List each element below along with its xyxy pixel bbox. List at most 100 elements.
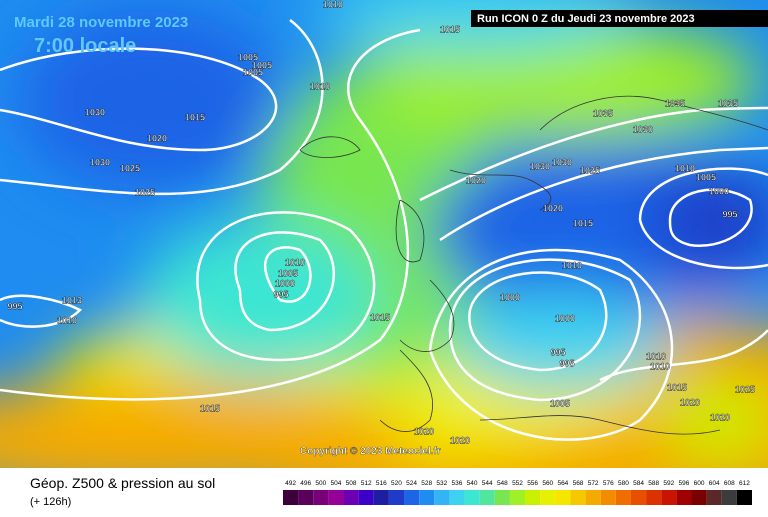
scale-cell [404, 490, 420, 505]
isobar-label: 1005 [696, 172, 716, 182]
scale-cell [283, 490, 299, 505]
scale-cell [343, 490, 359, 505]
scale-cell [388, 490, 405, 505]
isobar-label: 1000 [555, 313, 575, 323]
scale-cell [373, 490, 389, 505]
copyright: Copyright © 2023 Meteociel.fr [300, 446, 441, 457]
scale-label: 552 [512, 480, 523, 487]
isobar-label: 1020 [466, 175, 486, 185]
scale-cell [328, 490, 344, 505]
isobar-label: 1010 [562, 260, 582, 270]
scale-cell [600, 490, 616, 505]
isobar-label: 1000 [500, 292, 520, 302]
scale-label: 556 [527, 480, 538, 487]
isobar-label: 1005 [238, 52, 258, 62]
scale-label: 500 [315, 480, 326, 487]
isobar-label: 1030 [633, 124, 653, 134]
isobars [0, 19, 768, 441]
isobar-label: 1030 [530, 161, 550, 171]
scale-cell [419, 490, 435, 505]
scale-label: 532 [436, 480, 447, 487]
isobar-label: 1015 [370, 312, 390, 322]
isobar-label: 995 [273, 289, 288, 299]
scale-label: 504 [331, 480, 342, 487]
isobar-label: 1010 [675, 163, 695, 173]
date: Mardi 28 novembre 2023 [14, 14, 188, 31]
scale-cell [570, 490, 586, 505]
isobar-label: 1020 [450, 435, 470, 445]
isobar-label: 1010 [650, 361, 670, 371]
isobar-label: 1030 [90, 157, 110, 167]
scale-cell [736, 490, 752, 505]
scale-cell [509, 490, 526, 505]
isobar-label: 1015 [667, 382, 687, 392]
color-scale: 492 496 500 504 508 512 516 520 524 528 532 536 540 5… [283, 480, 752, 505]
scale-cell [661, 490, 677, 505]
isobar-label: 1010 [310, 81, 330, 91]
isobar-label: 1020 [147, 133, 167, 143]
scale-cell [706, 490, 722, 505]
isobar-label: 1000 [709, 186, 729, 196]
isobar-label: 1005 [243, 67, 263, 77]
scale-label: 580 [618, 480, 629, 487]
isobar-label: 1030 [552, 157, 572, 167]
isobar-label: 1005 [550, 398, 570, 408]
scale-label: 608 [724, 480, 735, 487]
scale-label: 596 [678, 480, 689, 487]
scale-cell [615, 490, 631, 505]
isobar-label: 1025 [120, 163, 140, 173]
isobar-label: 1035 [718, 98, 738, 108]
scale-label: 492 [285, 480, 296, 487]
scale-cell [646, 490, 662, 505]
footer-lead: (+ 126h) [30, 496, 71, 508]
scale-label: 572 [588, 480, 599, 487]
isobar-labels: 1010 1015 1010 1030 1015 1020 1025 1030 1025 1020… [7, 0, 755, 446]
scale-cell [630, 490, 647, 505]
isobar-label: 1020 [710, 412, 730, 422]
isobar-label: 1035 [665, 98, 685, 108]
scale-label: 496 [300, 480, 311, 487]
scale-cell [676, 490, 692, 505]
scale-cell [525, 490, 541, 505]
isobar-label: 1015 [573, 218, 593, 228]
isobar-label: 1025 [735, 384, 755, 394]
scale-cell [555, 490, 571, 505]
scale-label: 512 [361, 480, 372, 487]
run: Run ICON 0 Z du Jeudi 23 novembre 2023 [477, 13, 695, 25]
isobar-label: 1015 [440, 24, 460, 34]
isobar-label: 1005 [252, 60, 272, 70]
scale-cell [298, 490, 314, 505]
isobar-label: 1025 [580, 165, 600, 175]
scale-cell [464, 490, 480, 505]
scale-label: 536 [452, 480, 463, 487]
isobar-label: 1020 [543, 203, 563, 213]
scale-cell [313, 490, 329, 505]
time: 7:00 locale [34, 35, 136, 57]
isobar-label: 995 [550, 347, 565, 357]
scale-cell [691, 490, 707, 505]
isobar-label: 1005 [278, 268, 298, 278]
isobar-label: 1015 [185, 112, 205, 122]
isobar-label: 1010 [285, 257, 305, 267]
scale-label: 592 [663, 480, 674, 487]
isobar-label: 1010 [646, 351, 666, 361]
scale-cell [585, 490, 601, 505]
isobar-label: 1010 [323, 0, 343, 9]
scale-label: 612 [739, 480, 750, 487]
scale-cell [721, 490, 737, 505]
isobar-label: 995 [7, 301, 22, 311]
scale-label: 540 [467, 480, 478, 487]
scale-label: 516 [376, 480, 387, 487]
scale-label: 548 [497, 480, 508, 487]
scale-label: 524 [406, 480, 417, 487]
isobar-label: 1020 [680, 397, 700, 407]
scale-cell [494, 490, 510, 505]
scale-label: 584 [633, 480, 644, 487]
scale-cell [540, 490, 556, 505]
isobar-label: 1015 [200, 403, 220, 413]
isobar-label: 1020 [414, 426, 434, 436]
isobar-label: 1030 [85, 107, 105, 117]
isobar-label: 995 [722, 209, 737, 219]
scale-label: 560 [542, 480, 553, 487]
